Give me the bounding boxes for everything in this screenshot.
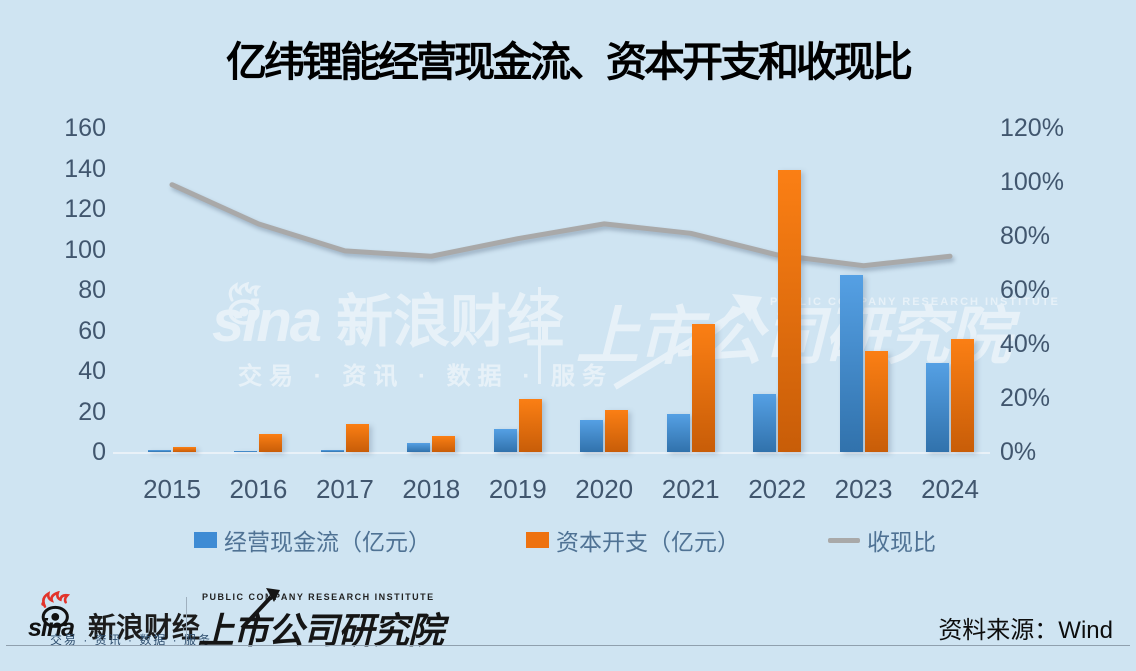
left-axis-tick: 80 [78,276,106,304]
right-axis-tick: 60% [1000,276,1051,304]
sina-tagline: 交易 · 资讯 · 数据 · 服务 [50,633,212,647]
x-axis-label: 2021 [661,474,720,504]
footer-rule [6,645,1130,646]
x-axis-label: 2018 [402,474,461,504]
left-axis-tick: 140 [64,154,106,183]
bar-operating-cash-flow [493,429,517,452]
bar-operating-cash-flow [148,450,171,452]
left-axis-tick: 60 [78,316,106,345]
data-source: 资料来源：Wind [938,617,1113,644]
bar-capex [691,324,715,452]
right-axis-tick: 120% [1000,114,1064,142]
bar-capex [345,423,369,452]
right-axis-tick: 40% [1000,330,1051,358]
left-axis-tick: 100 [64,235,106,264]
watermark-sina-wordmark: sina [212,289,322,354]
legend-label: 收现比 [867,529,936,555]
x-axis-baseline [113,452,990,454]
left-axis-tick: 0 [92,438,106,466]
bar-operating-cash-flow [580,420,604,452]
watermark-sina-lockup: sina 新浪财经 [212,293,564,351]
bar-capex [951,339,974,452]
bar-operating-cash-flow [926,362,949,452]
chart-title: 亿纬锂能经营现金流、资本开支和收现比 [226,39,913,85]
bar-capex [259,433,283,452]
x-axis-label: 2024 [921,474,979,504]
x-axis-label: 2017 [315,474,374,504]
gray-dash-icon [828,537,860,543]
legend-label: 经营现金流（亿元） [224,529,431,555]
left-axis-tick: 120 [64,195,106,223]
blue-swatch-icon [194,532,217,548]
x-axis-label: 2019 [488,474,547,504]
bar-capex [518,399,542,452]
bar-operating-cash-flow [839,275,863,452]
ratio-line [169,182,953,269]
x-axis-label: 2015 [143,474,201,504]
sina-wordmark: sina [28,614,75,642]
bar-capex [432,436,456,452]
right-axis-tick: 80% [1000,222,1051,250]
watermark-divider [538,287,541,384]
bar-operating-cash-flow [320,450,344,452]
legend-item-operating-cash-flow: 经营现金流（亿元） [194,524,431,556]
x-axis-label: 2022 [748,474,807,504]
right-axis-tick: 0% [1000,438,1037,466]
legend-item-ratio: 收现比 [828,524,936,556]
bar-operating-cash-flow [666,414,690,452]
right-axis-tick: 100% [1000,168,1064,196]
institute-en-label: PUBLIC COMPANY RESEARCH INSTITUTE [202,592,435,602]
orange-swatch-icon [526,532,549,548]
left-axis-tick: 160 [64,114,106,142]
left-axis-tick: 20 [78,397,106,426]
x-axis-label: 2023 [834,474,893,504]
footer-divider [186,597,187,645]
x-axis-label: 2016 [229,474,288,504]
sina-eye-icon [228,282,262,325]
bar-capex [605,410,629,452]
bar-operating-cash-flow [407,443,431,452]
bar-capex [778,169,802,452]
watermark-tagline: 交易 · 资讯 · 数据 · 服务 [238,363,613,390]
institute-arrow-icon [240,588,280,630]
bar-capex [173,446,196,452]
bar-capex [864,351,888,452]
bar-operating-cash-flow [753,393,777,452]
sina-finance-label: 新浪财经 [88,612,201,643]
legend-item-capex: 资本开支（亿元） [526,524,740,556]
left-axis-tick: 40 [78,357,106,385]
watermark-sina-finance: 新浪财经 [336,290,565,354]
institute-logo-text: 上市公司研究院 [198,610,444,651]
right-axis-tick: 20% [1000,384,1051,412]
bar-operating-cash-flow [234,450,258,452]
sina-logo-icon [41,591,71,628]
legend-label: 资本开支（亿元） [556,529,740,555]
x-axis-label: 2020 [575,474,634,504]
watermark-arrow-icon [613,294,762,390]
